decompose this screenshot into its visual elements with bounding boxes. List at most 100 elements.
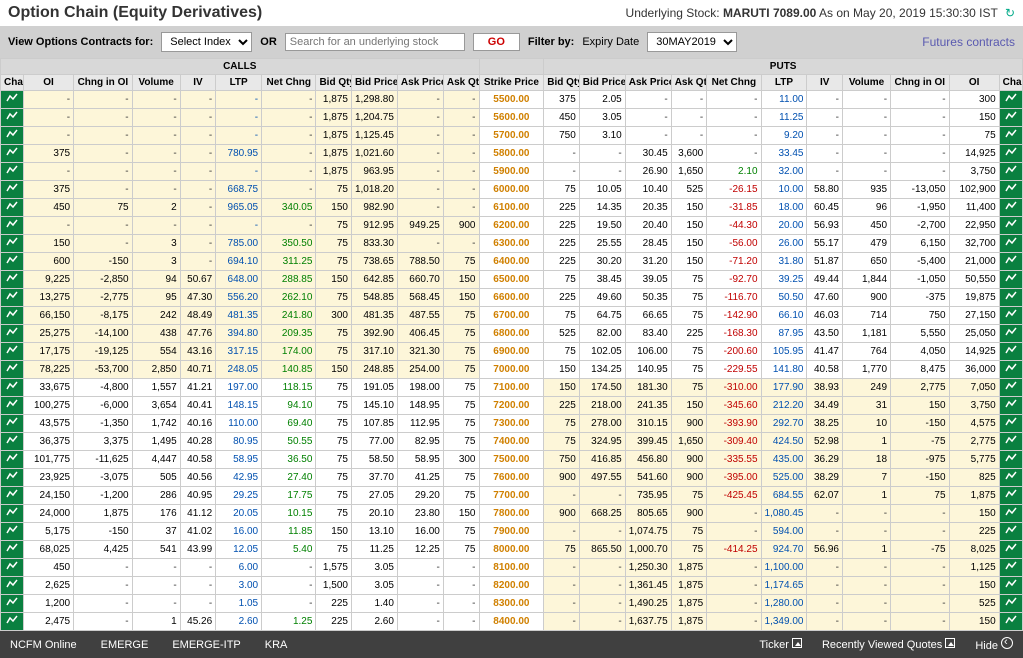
strike[interactable]: 7900.00 <box>479 523 544 541</box>
chart-icon[interactable] <box>999 307 1022 325</box>
chart-icon[interactable] <box>1 469 24 487</box>
refresh-icon[interactable]: ↻ <box>1005 6 1015 20</box>
footer-ncfm[interactable]: NCFM Online <box>10 639 77 651</box>
chart-icon[interactable] <box>999 91 1022 109</box>
strike[interactable]: 7500.00 <box>479 451 544 469</box>
strike[interactable]: 7600.00 <box>479 469 544 487</box>
strike[interactable]: 8000.00 <box>479 541 544 559</box>
footer-ticker[interactable]: Ticker <box>759 638 802 651</box>
chart-icon[interactable] <box>999 343 1022 361</box>
chart-icon[interactable] <box>1 181 24 199</box>
chart-icon[interactable] <box>1 487 24 505</box>
chart-icon[interactable] <box>999 199 1022 217</box>
chart-icon[interactable] <box>1 541 24 559</box>
chart-icon[interactable] <box>1 91 24 109</box>
chart-icon[interactable] <box>1 289 24 307</box>
select-index[interactable]: Select Index <box>161 32 252 52</box>
footer-recent[interactable]: Recently Viewed Quotes <box>822 638 955 651</box>
chart-icon[interactable] <box>1 145 24 163</box>
chart-icon[interactable] <box>1 307 24 325</box>
chart-icon[interactable] <box>1 379 24 397</box>
strike[interactable]: 6400.00 <box>479 253 544 271</box>
chart-icon[interactable] <box>999 523 1022 541</box>
strike[interactable]: 6200.00 <box>479 217 544 235</box>
chart-icon[interactable] <box>999 433 1022 451</box>
go-button[interactable]: GO <box>473 33 520 51</box>
chart-icon[interactable] <box>1 361 24 379</box>
chart-icon[interactable] <box>1 595 24 613</box>
chart-icon[interactable] <box>999 505 1022 523</box>
chart-icon[interactable] <box>1 253 24 271</box>
strike[interactable]: 8200.00 <box>479 577 544 595</box>
chart-icon[interactable] <box>1 325 24 343</box>
chart-icon[interactable] <box>1 343 24 361</box>
chart-icon[interactable] <box>1 217 24 235</box>
strike[interactable]: 5800.00 <box>479 145 544 163</box>
chart-icon[interactable] <box>1 451 24 469</box>
chart-icon[interactable] <box>999 577 1022 595</box>
chart-icon[interactable] <box>1 397 24 415</box>
futures-link[interactable]: Futures contracts <box>922 35 1015 49</box>
footer-emerge[interactable]: EMERGE <box>101 639 149 651</box>
strike[interactable]: 6100.00 <box>479 199 544 217</box>
footer-emerge-itp[interactable]: EMERGE-ITP <box>172 639 240 651</box>
chart-icon[interactable] <box>999 217 1022 235</box>
chart-icon[interactable] <box>999 271 1022 289</box>
strike[interactable]: 8100.00 <box>479 559 544 577</box>
chart-icon[interactable] <box>999 451 1022 469</box>
strike[interactable]: 7200.00 <box>479 397 544 415</box>
chart-icon[interactable] <box>999 379 1022 397</box>
chart-icon[interactable] <box>999 289 1022 307</box>
chart-icon[interactable] <box>999 415 1022 433</box>
chart-icon[interactable] <box>999 397 1022 415</box>
chart-icon[interactable] <box>1 127 24 145</box>
strike[interactable]: 5700.00 <box>479 127 544 145</box>
strike[interactable]: 6500.00 <box>479 271 544 289</box>
strike[interactable]: 7400.00 <box>479 433 544 451</box>
strike[interactable]: 6700.00 <box>479 307 544 325</box>
strike[interactable]: 7000.00 <box>479 361 544 379</box>
chart-icon[interactable] <box>999 559 1022 577</box>
strike[interactable]: 7300.00 <box>479 415 544 433</box>
chart-icon[interactable] <box>999 181 1022 199</box>
chart-icon[interactable] <box>1 433 24 451</box>
chart-icon[interactable] <box>1 415 24 433</box>
chart-icon[interactable] <box>999 163 1022 181</box>
strike[interactable]: 6800.00 <box>479 325 544 343</box>
chart-icon[interactable] <box>999 109 1022 127</box>
chart-icon[interactable] <box>1 235 24 253</box>
strike[interactable]: 7800.00 <box>479 505 544 523</box>
chart-icon[interactable] <box>999 145 1022 163</box>
strike[interactable]: 8300.00 <box>479 595 544 613</box>
chart-icon[interactable] <box>999 613 1022 631</box>
strike[interactable]: 5900.00 <box>479 163 544 181</box>
chart-icon[interactable] <box>999 469 1022 487</box>
chart-icon[interactable] <box>1 559 24 577</box>
chart-icon[interactable] <box>999 595 1022 613</box>
strike[interactable]: 6000.00 <box>479 181 544 199</box>
chart-icon[interactable] <box>999 487 1022 505</box>
chart-icon[interactable] <box>1 523 24 541</box>
chart-icon[interactable] <box>1 199 24 217</box>
chart-icon[interactable] <box>1 577 24 595</box>
chart-icon[interactable] <box>999 361 1022 379</box>
footer-hide[interactable]: Hide <box>975 637 1013 652</box>
strike[interactable]: 6600.00 <box>479 289 544 307</box>
strike[interactable]: 5500.00 <box>479 91 544 109</box>
footer-kra[interactable]: KRA <box>265 639 288 651</box>
strike[interactable]: 7700.00 <box>479 487 544 505</box>
strike[interactable]: 7100.00 <box>479 379 544 397</box>
chart-icon[interactable] <box>999 253 1022 271</box>
chart-icon[interactable] <box>999 541 1022 559</box>
expiry-select[interactable]: 30MAY2019 <box>647 32 737 52</box>
strike[interactable]: 5600.00 <box>479 109 544 127</box>
chart-icon[interactable] <box>1 271 24 289</box>
chart-icon[interactable] <box>1 163 24 181</box>
strike[interactable]: 6900.00 <box>479 343 544 361</box>
search-input[interactable] <box>285 33 465 51</box>
strike[interactable]: 6300.00 <box>479 235 544 253</box>
chart-icon[interactable] <box>1 613 24 631</box>
chart-icon[interactable] <box>999 127 1022 145</box>
strike[interactable]: 8400.00 <box>479 613 544 631</box>
chart-icon[interactable] <box>999 325 1022 343</box>
